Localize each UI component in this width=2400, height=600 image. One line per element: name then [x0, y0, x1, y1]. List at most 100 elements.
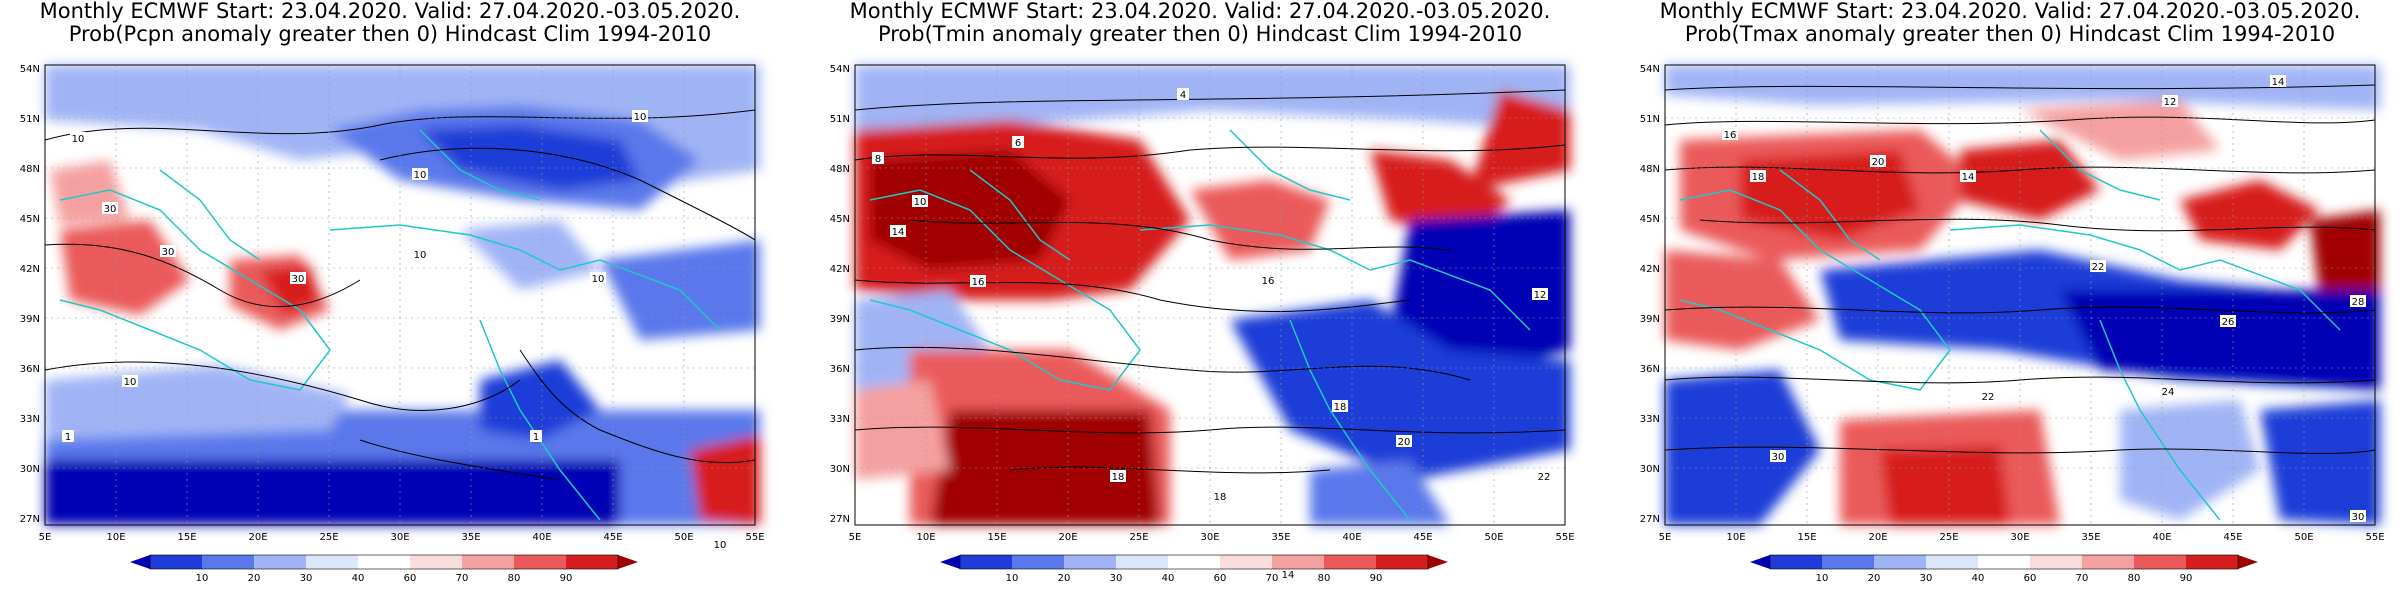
svg-text:40E: 40E: [1342, 532, 1361, 543]
svg-text:15E: 15E: [177, 532, 196, 543]
svg-text:80: 80: [1318, 573, 1331, 584]
contour-label: 1: [530, 430, 542, 443]
colorbar-labels: 10 20 30 40 60 70 80 90: [196, 573, 573, 584]
lon-labels: 5E 10E 15E 20E 25E 30E 35E 40E 45E 50E 55E: [39, 532, 765, 543]
panel-title: Monthly ECMWF Start: 23.04.2020. Valid: …: [810, 0, 1590, 46]
svg-text:10: 10: [592, 274, 605, 285]
svg-text:48N: 48N: [830, 164, 850, 175]
svg-text:50E: 50E: [674, 532, 693, 543]
lat-lon-grid: [855, 65, 1565, 525]
contour-label: 22: [1536, 470, 1552, 483]
svg-text:22: 22: [1538, 472, 1551, 483]
svg-text:5E: 5E: [849, 532, 862, 543]
svg-text:16: 16: [1724, 130, 1737, 141]
svg-text:39N: 39N: [20, 314, 40, 325]
svg-text:40: 40: [352, 573, 365, 584]
svg-text:45N: 45N: [20, 214, 40, 225]
contour-label: 16: [1722, 128, 1738, 141]
contour-label: 16: [1260, 274, 1276, 287]
svg-text:10E: 10E: [106, 532, 125, 543]
contour-label: 20: [1396, 435, 1412, 448]
contour-label: 18: [1332, 400, 1348, 413]
panel-title: Monthly ECMWF Start: 23.04.2020. Valid: …: [0, 0, 780, 46]
map-tmin: 4 6 8 10 14 16 16 18 18 18 20 22 12 14: [830, 64, 1575, 584]
svg-text:20: 20: [1058, 573, 1071, 584]
svg-text:40: 40: [1972, 573, 1985, 584]
lat-lon-grid: [45, 65, 755, 525]
svg-text:1: 1: [533, 432, 539, 443]
contours: [1664, 84, 2376, 454]
map-tmax: 12 14 16 18 20 14 22 26 28 24 30 22 30: [1640, 64, 2385, 584]
svg-text:10: 10: [1816, 573, 1829, 584]
svg-text:25E: 25E: [1939, 532, 1958, 543]
contour-label: 8: [872, 152, 884, 165]
svg-text:50E: 50E: [1484, 532, 1503, 543]
lat-labels: 54N 51N 48N 45N 42N 39N 36N 33N 30N 27N: [830, 64, 850, 525]
svg-text:30N: 30N: [830, 464, 850, 475]
contour-label: 12: [2162, 95, 2178, 108]
svg-text:60: 60: [404, 573, 417, 584]
colorbar: 10 20 30 40 60 70 80 90: [130, 554, 638, 584]
contour-label: 30: [102, 202, 118, 215]
svg-text:60: 60: [1214, 573, 1227, 584]
coastlines: [1679, 129, 2341, 521]
svg-text:50E: 50E: [2294, 532, 2313, 543]
svg-text:14: 14: [892, 227, 905, 238]
contour-label: 10: [70, 132, 86, 145]
contour-label: 4: [1177, 88, 1189, 101]
colorbar-labels: 10 20 30 40 60 70 80 90: [1816, 573, 2193, 584]
svg-text:6: 6: [1015, 138, 1021, 149]
lat-lon-grid: [1665, 65, 2375, 525]
svg-text:5E: 5E: [1659, 532, 1672, 543]
contour-label: 1: [62, 430, 74, 443]
svg-text:27N: 27N: [20, 514, 40, 525]
svg-text:42N: 42N: [20, 264, 40, 275]
svg-text:36N: 36N: [20, 364, 40, 375]
svg-text:30E: 30E: [390, 532, 409, 543]
svg-text:25E: 25E: [1129, 532, 1148, 543]
svg-text:35E: 35E: [2081, 532, 2100, 543]
contour-label: 26: [2220, 315, 2236, 328]
svg-text:10: 10: [72, 134, 85, 145]
svg-text:22: 22: [1982, 392, 1995, 403]
svg-text:10: 10: [124, 377, 137, 388]
svg-text:4: 4: [1180, 90, 1186, 101]
contour-label: 30: [160, 245, 176, 258]
contour-label: 18: [1212, 490, 1228, 503]
panel-tmin: Monthly ECMWF Start: 23.04.2020. Valid: …: [810, 0, 1590, 600]
svg-text:18: 18: [1112, 472, 1125, 483]
svg-text:20E: 20E: [248, 532, 267, 543]
contour-label: 14: [1280, 568, 1296, 581]
svg-text:45N: 45N: [830, 214, 850, 225]
title-line-1: Monthly ECMWF Start: 23.04.2020. Valid: …: [849, 0, 1551, 23]
svg-text:40E: 40E: [2152, 532, 2171, 543]
svg-text:30: 30: [2352, 512, 2365, 523]
svg-text:39N: 39N: [1640, 314, 1660, 325]
svg-text:54N: 54N: [830, 64, 850, 75]
map-frame: [1664, 64, 2376, 526]
svg-text:8: 8: [875, 154, 881, 165]
svg-text:20: 20: [1398, 437, 1411, 448]
lat-labels: 54N 51N 48N 45N 42N 39N 36N 33N 30N 27N: [20, 64, 40, 525]
contour-labels: 4 6 8 10 14 16 16 18 18 18 20 22 12 14: [872, 88, 1552, 581]
lat-labels: 54N 51N 48N 45N 42N 39N 36N 33N 30N 27N: [1640, 64, 1660, 525]
contour-label: 22: [2090, 260, 2106, 273]
svg-text:45E: 45E: [603, 532, 622, 543]
svg-text:80: 80: [2128, 573, 2141, 584]
svg-text:51N: 51N: [830, 114, 850, 125]
map-pcpn: 10 30 10 10 10 30 30 10 1 1 10 10 54N 51N: [20, 64, 765, 584]
contour-label: 14: [1960, 170, 1976, 183]
svg-text:33N: 33N: [830, 414, 850, 425]
svg-text:10E: 10E: [916, 532, 935, 543]
svg-text:18: 18: [1334, 402, 1347, 413]
svg-text:51N: 51N: [1640, 114, 1660, 125]
svg-text:18: 18: [1752, 172, 1765, 183]
panel-pcpn: Monthly ECMWF Start: 23.04.2020. Valid: …: [0, 0, 780, 600]
contour-label: 10: [590, 272, 606, 285]
svg-text:51N: 51N: [20, 114, 40, 125]
map-frame: [854, 64, 1566, 526]
svg-text:55E: 55E: [1555, 532, 1574, 543]
coastlines: [59, 129, 721, 521]
contour-label: 16: [970, 275, 986, 288]
svg-text:42N: 42N: [1640, 264, 1660, 275]
